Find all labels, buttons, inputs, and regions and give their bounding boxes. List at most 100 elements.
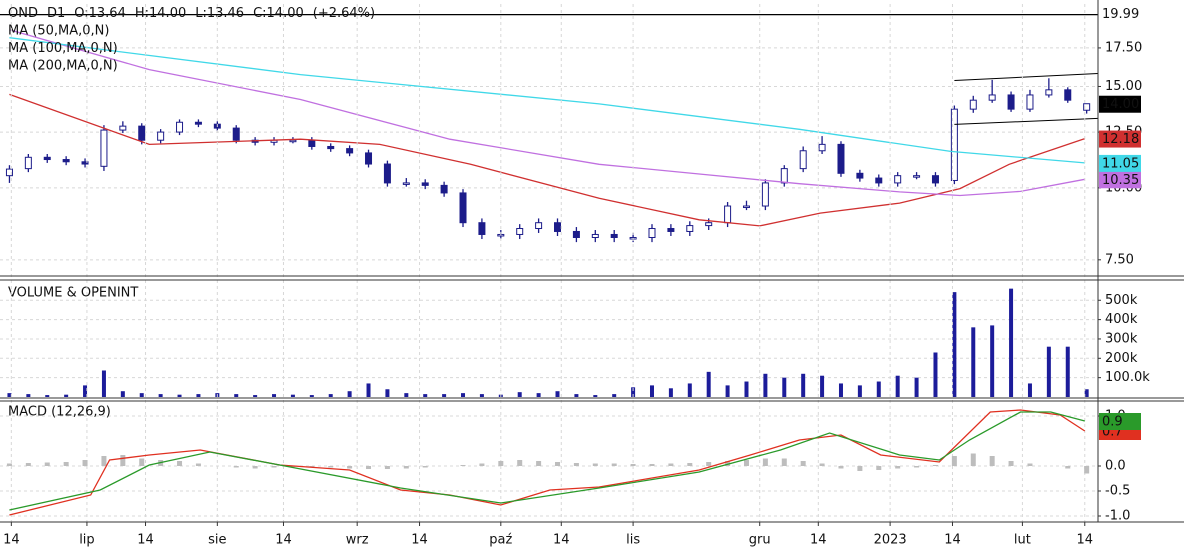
histogram-bar bbox=[668, 463, 674, 466]
value-box bbox=[1099, 130, 1141, 148]
candle-body bbox=[856, 172, 864, 179]
candle-body bbox=[724, 205, 732, 224]
macd-line bbox=[9, 411, 1085, 511]
volume-bar bbox=[272, 394, 277, 397]
histogram-bar bbox=[252, 466, 258, 469]
candle-body bbox=[686, 225, 694, 232]
histogram-bar bbox=[498, 461, 504, 466]
candle-body bbox=[100, 129, 108, 167]
y-tick-label: 7.50 bbox=[1105, 252, 1134, 267]
max-line-label: 19.99 bbox=[1102, 7, 1139, 22]
histogram-bar bbox=[573, 463, 579, 466]
candle-body bbox=[572, 230, 580, 239]
candle-body bbox=[761, 182, 769, 207]
histogram-bar bbox=[384, 466, 390, 469]
candle-body bbox=[705, 222, 713, 227]
x-tick-label: sie bbox=[208, 533, 226, 548]
volume-bar bbox=[687, 383, 692, 397]
histogram-bar bbox=[44, 462, 50, 466]
candle-body bbox=[383, 163, 391, 184]
volume-bar bbox=[895, 375, 900, 397]
header-item: D1 bbox=[47, 6, 65, 21]
histogram-bar bbox=[838, 466, 844, 469]
histogram-bar bbox=[895, 466, 901, 469]
candle-body bbox=[610, 233, 618, 239]
volume-bar bbox=[177, 394, 182, 397]
candle-body bbox=[799, 150, 807, 170]
histogram-bar bbox=[1065, 466, 1071, 469]
candle-body bbox=[5, 168, 13, 177]
candle-body bbox=[365, 152, 373, 165]
volume-bar bbox=[876, 381, 881, 397]
volume-bar bbox=[7, 393, 12, 397]
volume-bar bbox=[196, 394, 201, 397]
x-tick-label: paź bbox=[489, 533, 512, 548]
header-item: C:14.00 bbox=[253, 6, 304, 21]
histogram-bar bbox=[271, 466, 277, 468]
histogram-bar bbox=[725, 461, 731, 466]
volume-bar bbox=[1065, 346, 1070, 397]
histogram-bar bbox=[101, 456, 107, 466]
volume-bar bbox=[1046, 346, 1051, 397]
volume-bar bbox=[328, 394, 333, 397]
histogram-bar bbox=[932, 465, 938, 466]
candle-body bbox=[1045, 89, 1053, 96]
volume-bar bbox=[26, 394, 31, 397]
ma-line bbox=[9, 93, 1086, 227]
histogram-bar bbox=[309, 466, 315, 467]
volume-bar bbox=[857, 385, 862, 397]
volume-bar bbox=[668, 388, 673, 397]
candle-body bbox=[308, 139, 316, 147]
histogram-bar bbox=[422, 466, 428, 468]
value-box-label: 0.9 bbox=[1102, 415, 1123, 430]
x-tick-label: lip bbox=[79, 533, 94, 548]
histogram-bar bbox=[479, 463, 485, 466]
trend-line bbox=[954, 117, 1099, 125]
candle-body bbox=[62, 159, 70, 163]
volume-bar bbox=[45, 395, 50, 397]
y-tick-label: 17.50 bbox=[1105, 40, 1142, 55]
y-tick-label: 400k bbox=[1105, 312, 1138, 327]
volume-bar bbox=[461, 393, 466, 397]
histogram-bar bbox=[781, 458, 787, 466]
histogram-bar bbox=[743, 460, 749, 466]
volume-bar bbox=[423, 394, 428, 397]
histogram-bar bbox=[989, 456, 995, 466]
histogram-bar bbox=[25, 463, 31, 466]
candle-body bbox=[346, 148, 354, 154]
histogram-bar bbox=[951, 456, 957, 466]
x-tick-label: 14 bbox=[553, 533, 570, 548]
volume-bar bbox=[763, 373, 768, 397]
value-box bbox=[1099, 154, 1141, 172]
histogram-bar bbox=[914, 466, 920, 468]
candle-body bbox=[648, 228, 656, 239]
volume-bar bbox=[366, 383, 371, 397]
volume-bar bbox=[801, 373, 806, 397]
candle-body bbox=[81, 161, 89, 165]
volume-bar bbox=[479, 394, 484, 397]
candle-body bbox=[459, 192, 467, 224]
histogram-bar bbox=[800, 461, 806, 466]
candle-body bbox=[176, 121, 184, 133]
candle-body bbox=[421, 182, 429, 186]
histogram-bar bbox=[120, 455, 126, 466]
volume-bar bbox=[385, 389, 390, 397]
volume-bar bbox=[253, 395, 258, 397]
candle-body bbox=[894, 175, 902, 184]
volume-bar bbox=[120, 391, 125, 397]
histogram-bar bbox=[1027, 463, 1033, 466]
volume-bar bbox=[612, 394, 617, 397]
histogram-bar bbox=[611, 463, 617, 466]
y-tick-label: 15.00 bbox=[1105, 79, 1142, 94]
histogram-bar bbox=[139, 458, 145, 466]
volume-bar bbox=[1009, 288, 1014, 397]
value-box bbox=[1099, 413, 1141, 430]
volume-bar bbox=[139, 393, 144, 397]
candle-body bbox=[24, 156, 32, 170]
header-item: H:14.00 bbox=[135, 6, 186, 21]
histogram-bar bbox=[876, 466, 882, 470]
histogram-bar bbox=[687, 463, 693, 466]
header-item: O:13.64 bbox=[74, 6, 126, 21]
legend-entry: MA (100,MA,0,N) bbox=[8, 41, 118, 56]
